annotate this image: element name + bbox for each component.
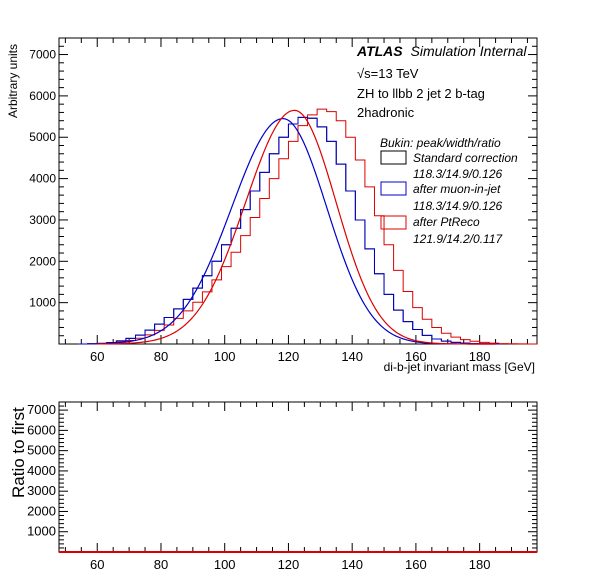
ratio-y-axis-label: Ratio to first — [9, 407, 28, 498]
atlas-logo-text: ATLAS — [356, 43, 403, 59]
x-tick-label: 160 — [405, 349, 427, 364]
y-tick-label: 3000 — [29, 213, 56, 227]
legend-title: Bukin: peak/width/ratio — [380, 136, 501, 150]
y-tick-label: 4000 — [27, 463, 56, 478]
histogram-after-ptreco — [78, 108, 537, 345]
x-tick-label: 180 — [469, 557, 491, 572]
atlas-suffix: Simulation Internal — [411, 43, 528, 59]
x-tick-label: 80 — [154, 349, 168, 364]
y-tick-label: 5000 — [27, 443, 56, 458]
legend-swatch-standard — [380, 150, 407, 165]
legend-swatch-muon — [380, 181, 407, 196]
process-label: ZH to llbb 2 jet 2 b-tag — [357, 86, 485, 101]
y-tick-label: 3000 — [27, 483, 56, 498]
x-tick-label: 100 — [214, 349, 236, 364]
main-plot-ticks: 60 80 100 120 140 160 180 1000 2000 3000 4000 5000 6… — [29, 37, 537, 364]
atlas-label: ATLAS Simulation Internal — [356, 43, 527, 59]
y-tick-label: 5000 — [29, 130, 56, 144]
y-tick-label: 7000 — [27, 402, 56, 417]
category-label: 2hadronic — [357, 105, 415, 120]
y-tick-label: 1000 — [29, 296, 56, 310]
y-tick-label: 4000 — [29, 172, 56, 186]
y-axis-label: Arbitrary units — [6, 44, 20, 118]
histogram-after-muon-in-jet — [78, 116, 499, 345]
y-tick-label: 2000 — [29, 254, 56, 268]
ratio-plot-frame — [58, 401, 538, 553]
legend-entry-standard: Standard correction — [413, 151, 518, 165]
x-tick-label: 140 — [341, 349, 363, 364]
x-tick-label: 180 — [469, 349, 491, 364]
main-plot-frame — [58, 37, 538, 345]
y-tick-label: 6000 — [29, 89, 56, 103]
y-tick-label: 7000 — [29, 48, 56, 62]
y-tick-label: 6000 — [27, 422, 56, 437]
energy-label: √s=13 TeV — [357, 66, 419, 81]
ratio-plot-ticks: 60 80 100 120 140 160 180 1000 2000 3000 4000 5000 6… — [27, 401, 537, 572]
x-axis-label: di-b-jet invariant mass [GeV] — [384, 360, 535, 374]
legend: Bukin: peak/width/ratio Standard correct… — [380, 136, 518, 246]
legend-entry-muon: after muon-in-jet — [413, 182, 501, 196]
x-tick-label: 120 — [278, 349, 300, 364]
x-tick-label: 60 — [90, 557, 104, 572]
legend-params-muon: 118.3/14.9/0.126 — [413, 199, 503, 213]
x-tick-label: 160 — [405, 557, 427, 572]
x-tick-label: 140 — [341, 557, 363, 572]
main-plot-fits — [97, 109, 496, 345]
legend-entry-ptreco: after PtReco — [413, 215, 480, 229]
legend-swatch-ptreco — [380, 215, 407, 230]
x-tick-label: 100 — [214, 557, 236, 572]
y-tick-label: 1000 — [27, 524, 56, 539]
x-tick-label: 120 — [278, 557, 300, 572]
x-tick-label: 60 — [90, 349, 104, 364]
fit-curve-after-ptreco — [97, 109, 496, 345]
main-plot-histograms — [78, 108, 537, 345]
legend-params-ptreco: 121.9/14.2/0.117 — [413, 232, 504, 246]
x-tick-label: 80 — [154, 557, 168, 572]
y-tick-label: 2000 — [27, 503, 56, 518]
legend-params-standard: 118.3/14.9/0.126 — [413, 167, 503, 181]
